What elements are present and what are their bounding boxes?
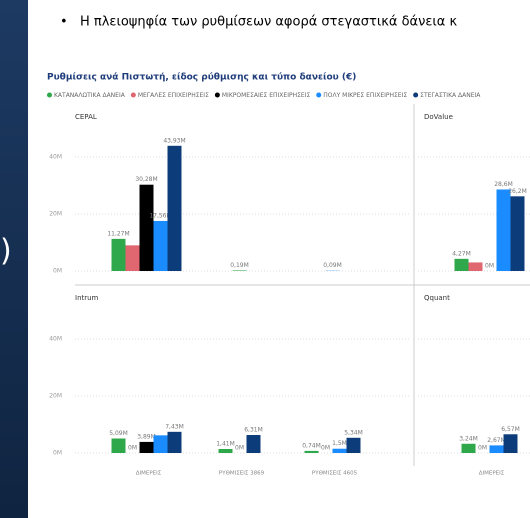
bar bbox=[468, 262, 483, 271]
bar bbox=[461, 443, 476, 453]
side-band bbox=[0, 0, 28, 518]
value-label: 3,89M bbox=[137, 433, 156, 440]
bullet: • bbox=[60, 15, 68, 30]
value-label: 11,27M bbox=[107, 230, 129, 237]
bar bbox=[246, 435, 261, 453]
value-label: 30,28M bbox=[135, 176, 157, 183]
panel-title: Intrum bbox=[75, 294, 99, 302]
y-tick-label: 0M bbox=[53, 268, 62, 275]
value-label: 0,09M bbox=[323, 262, 342, 269]
value-label: 5,34M bbox=[344, 429, 363, 436]
y-tick-label: 40M bbox=[49, 336, 62, 343]
bar bbox=[167, 145, 182, 271]
bar bbox=[153, 220, 168, 271]
legend-marker bbox=[316, 92, 322, 98]
legend-marker bbox=[413, 92, 419, 98]
value-label: 4,27M bbox=[452, 250, 471, 257]
side-fragment: ) bbox=[0, 234, 12, 269]
bullet-text: Η πλειοψηφία των ρυθμίσεων αφορά στεγαστ… bbox=[80, 15, 457, 30]
value-label: 0M bbox=[128, 445, 137, 452]
bar bbox=[111, 438, 126, 453]
x-tick-label: ΡΥΘΜΙΣΕΙΣ 4605 bbox=[312, 471, 358, 477]
legend-marker bbox=[214, 92, 220, 98]
bar bbox=[111, 238, 126, 271]
bar bbox=[503, 434, 518, 453]
value-label: 0M bbox=[485, 263, 494, 270]
panel-title: DoValue bbox=[424, 113, 453, 121]
bar bbox=[454, 258, 469, 271]
value-label: 0M bbox=[478, 445, 487, 452]
x-tick-label: ΔΙΜΕΡΕΙΣ bbox=[479, 471, 505, 477]
value-label: 17,56M bbox=[149, 212, 171, 219]
bar bbox=[139, 184, 154, 271]
bar bbox=[346, 437, 361, 453]
value-label: 7,43M bbox=[165, 423, 184, 430]
bar bbox=[232, 270, 247, 271]
value-label: 26,2M bbox=[508, 188, 527, 195]
bar bbox=[218, 448, 233, 453]
legend-label: ΚΑΤΑΝΑΛΩΤΙΚΑ ΔΑΝΕΙΑ bbox=[54, 92, 126, 99]
value-label: 28,6M bbox=[494, 181, 513, 188]
value-label: 6,57M bbox=[501, 426, 520, 433]
y-tick-label: 20M bbox=[49, 211, 62, 218]
legend-label: ΜΙΚΡΟΜΕΣΑΙΕΣ ΕΠΙΧΕΙΡΗΣΕΙΣ bbox=[222, 92, 311, 99]
bar bbox=[489, 445, 504, 453]
value-label: 1,41M bbox=[216, 440, 235, 447]
bar bbox=[332, 448, 347, 453]
bar bbox=[153, 435, 168, 453]
x-tick-label: ΔΙΜΕΡΕΙΣ bbox=[136, 471, 162, 477]
panel-title: CEPAL bbox=[75, 113, 97, 121]
legend-label: ΜΕΓΑΛΕΣ ΕΠΙΧΕΙΡΗΣΕΙΣ bbox=[138, 92, 209, 99]
y-tick-label: 40M bbox=[49, 154, 62, 161]
bar bbox=[304, 450, 319, 453]
value-label: 0,74M bbox=[302, 442, 321, 449]
bar bbox=[139, 441, 154, 453]
y-tick-label: 20M bbox=[49, 393, 62, 400]
value-label: 0M bbox=[235, 445, 244, 452]
bar bbox=[496, 189, 511, 271]
legend-label: ΣΤΕΓΑΣΤΙΚΑ ΔΑΝΕΙΑ bbox=[420, 92, 481, 99]
bar bbox=[125, 245, 140, 271]
panel-title: Qquant bbox=[424, 294, 450, 302]
value-label: 2,67M bbox=[487, 437, 506, 444]
bar bbox=[510, 196, 525, 271]
value-label: 43,93M bbox=[163, 137, 185, 144]
value-label: 5,09M bbox=[109, 430, 128, 437]
legend-marker bbox=[130, 92, 136, 98]
value-label: 0,19M bbox=[230, 262, 249, 269]
legend-label: ΠΟΛΥ ΜΙΚΡΕΣ ΕΠΙΧΕΙΡΗΣΕΙΣ bbox=[323, 92, 407, 99]
value-label: 0M bbox=[321, 445, 330, 452]
x-tick-label: ΡΥΘΜΙΣΕΙΣ 3869 bbox=[219, 471, 265, 477]
y-tick-label: 0M bbox=[53, 450, 62, 457]
chart-title: Ρυθμίσεις ανά Πιστωτή, είδος ρύθμισης κα… bbox=[47, 72, 356, 83]
value-label: 6,31M bbox=[244, 427, 263, 434]
value-label: 1,5M bbox=[332, 440, 347, 447]
legend-marker bbox=[47, 92, 52, 98]
bar bbox=[167, 431, 182, 453]
value-label: 3,24M bbox=[459, 435, 478, 442]
